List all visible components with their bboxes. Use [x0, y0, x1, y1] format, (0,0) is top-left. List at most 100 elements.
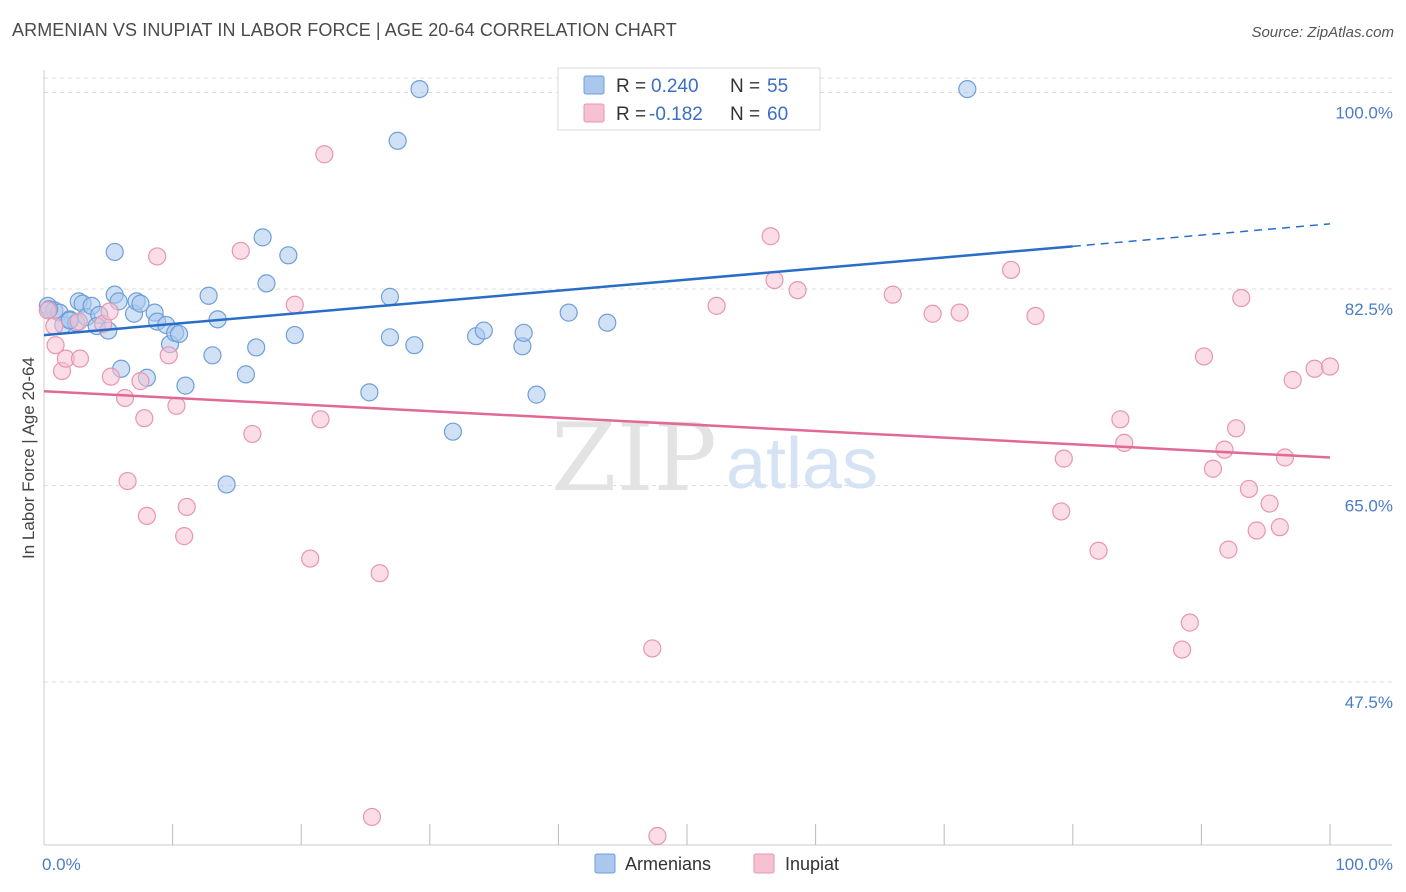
inupiat-point [1305, 359, 1324, 378]
axes [43, 70, 1392, 846]
inupiat-point [1194, 347, 1214, 366]
inupiat-point [923, 304, 942, 323]
bottom-legend-label-armenians: Armenians [625, 854, 711, 874]
inupiat-point [101, 367, 120, 386]
x-tick-label-end: 100.0% [1335, 855, 1393, 874]
inupiat-trend-line [43, 389, 1331, 459]
armenians-trend-line [43, 245, 1073, 337]
inupiat-point [1173, 640, 1192, 659]
armenians-point [405, 336, 424, 355]
inupiat-point [243, 424, 262, 444]
inupiat-point [100, 302, 119, 321]
inupiat-point [135, 409, 154, 428]
armenians-point [388, 131, 407, 150]
y-tick-label: 47.5% [1345, 693, 1393, 712]
legend-swatch-inupiat [583, 103, 605, 123]
inupiat-point [1260, 494, 1279, 513]
legend-n-label-2: N = [730, 104, 760, 125]
armenians-point [203, 346, 222, 365]
inupiat-point [1232, 288, 1251, 308]
inupiat-point [1239, 479, 1259, 499]
inupiat-point [1115, 433, 1134, 452]
armenians-point [285, 325, 304, 345]
x-tick-label-start: 0.0% [42, 855, 81, 874]
inupiat-point [167, 396, 186, 415]
inupiat-point [1270, 518, 1289, 537]
y-tick-label: 65.0% [1345, 497, 1393, 516]
inupiat-point [761, 227, 780, 246]
inupiat-point [765, 270, 784, 290]
bottom-legend-swatch-armenians [594, 853, 616, 874]
inupiat-point [362, 807, 382, 827]
bottom-legend: Armenians Inupiat [594, 853, 839, 874]
y-axis-label: In Labor Force | Age 20-64 [19, 357, 38, 559]
inupiat-point [69, 312, 88, 331]
inupiat-point [1247, 521, 1266, 540]
inupiat-point [311, 410, 330, 429]
armenians-point [217, 475, 236, 494]
inupiat-point [643, 639, 662, 658]
armenians-point [279, 246, 298, 265]
bottom-legend-swatch-inupiat [753, 853, 775, 874]
inupiat-point [1215, 440, 1234, 459]
inupiat-point [301, 549, 320, 568]
inupiat-point [148, 247, 167, 266]
inupiat-point [231, 241, 250, 260]
armenians-point [527, 385, 546, 404]
inupiat-point [1052, 502, 1071, 521]
inupiat-point [950, 303, 969, 322]
watermark-zip: ZIP [551, 404, 717, 513]
inupiat-point [883, 285, 902, 304]
armenians-point [253, 228, 272, 247]
armenians-point [443, 422, 463, 441]
armenians-point [199, 286, 218, 305]
inupiat-point [159, 346, 178, 365]
inupiat-point [370, 564, 389, 583]
armenians-point [105, 242, 124, 262]
armenians-point [380, 328, 400, 347]
armenians-point [257, 274, 276, 293]
inupiat-point [1227, 419, 1246, 438]
inupiat-point [175, 527, 194, 546]
watermark-atlas: atlas [726, 424, 878, 504]
legend-n-value-2: 60 [767, 104, 788, 125]
armenians-point [131, 294, 150, 313]
inupiat-point [707, 296, 726, 315]
armenians-point [958, 79, 977, 99]
inupiat-point [1219, 540, 1238, 559]
inupiat-point [70, 349, 90, 368]
armenians-trend-line-extension [1072, 223, 1331, 248]
tick-labels: 47.5% 65.0% 82.5% 100.0% 0.0% 100.0% [42, 103, 1393, 874]
inupiat-point [1320, 357, 1340, 376]
armenians-point [176, 376, 195, 395]
trend-lines [43, 223, 1331, 459]
armenians-point [474, 321, 493, 340]
inupiat-point [38, 301, 57, 320]
inupiat-point [115, 388, 135, 408]
chart-source: Source: ZipAtlas.com [1251, 24, 1394, 41]
inupiat-point [1111, 410, 1130, 429]
armenians-point [360, 383, 379, 402]
inupiat-point [45, 316, 64, 336]
legend-swatch-armenians [583, 75, 605, 95]
armenians-point [236, 365, 256, 384]
armenians-point [514, 323, 533, 342]
legend-r-label-2: R = [616, 104, 646, 125]
inupiat-point [137, 506, 156, 526]
inupiat-point [46, 336, 65, 355]
inupiat-point [177, 497, 196, 517]
legend-r-value-1: 0.240 [651, 76, 699, 97]
y-tick-label: 82.5% [1345, 300, 1393, 319]
legend-n-value-1: 55 [767, 76, 788, 97]
inupiat-point [648, 826, 667, 846]
inupiat-point [118, 471, 137, 491]
inupiat-point [315, 145, 334, 164]
data-points [38, 79, 1340, 846]
inupiat-point [1054, 449, 1073, 468]
inupiat-point [1001, 260, 1021, 280]
legend-r-label-1: R = [616, 76, 646, 97]
inupiat-point [788, 281, 807, 300]
inupiat-point [1180, 613, 1199, 632]
inupiat-point [1203, 459, 1223, 478]
